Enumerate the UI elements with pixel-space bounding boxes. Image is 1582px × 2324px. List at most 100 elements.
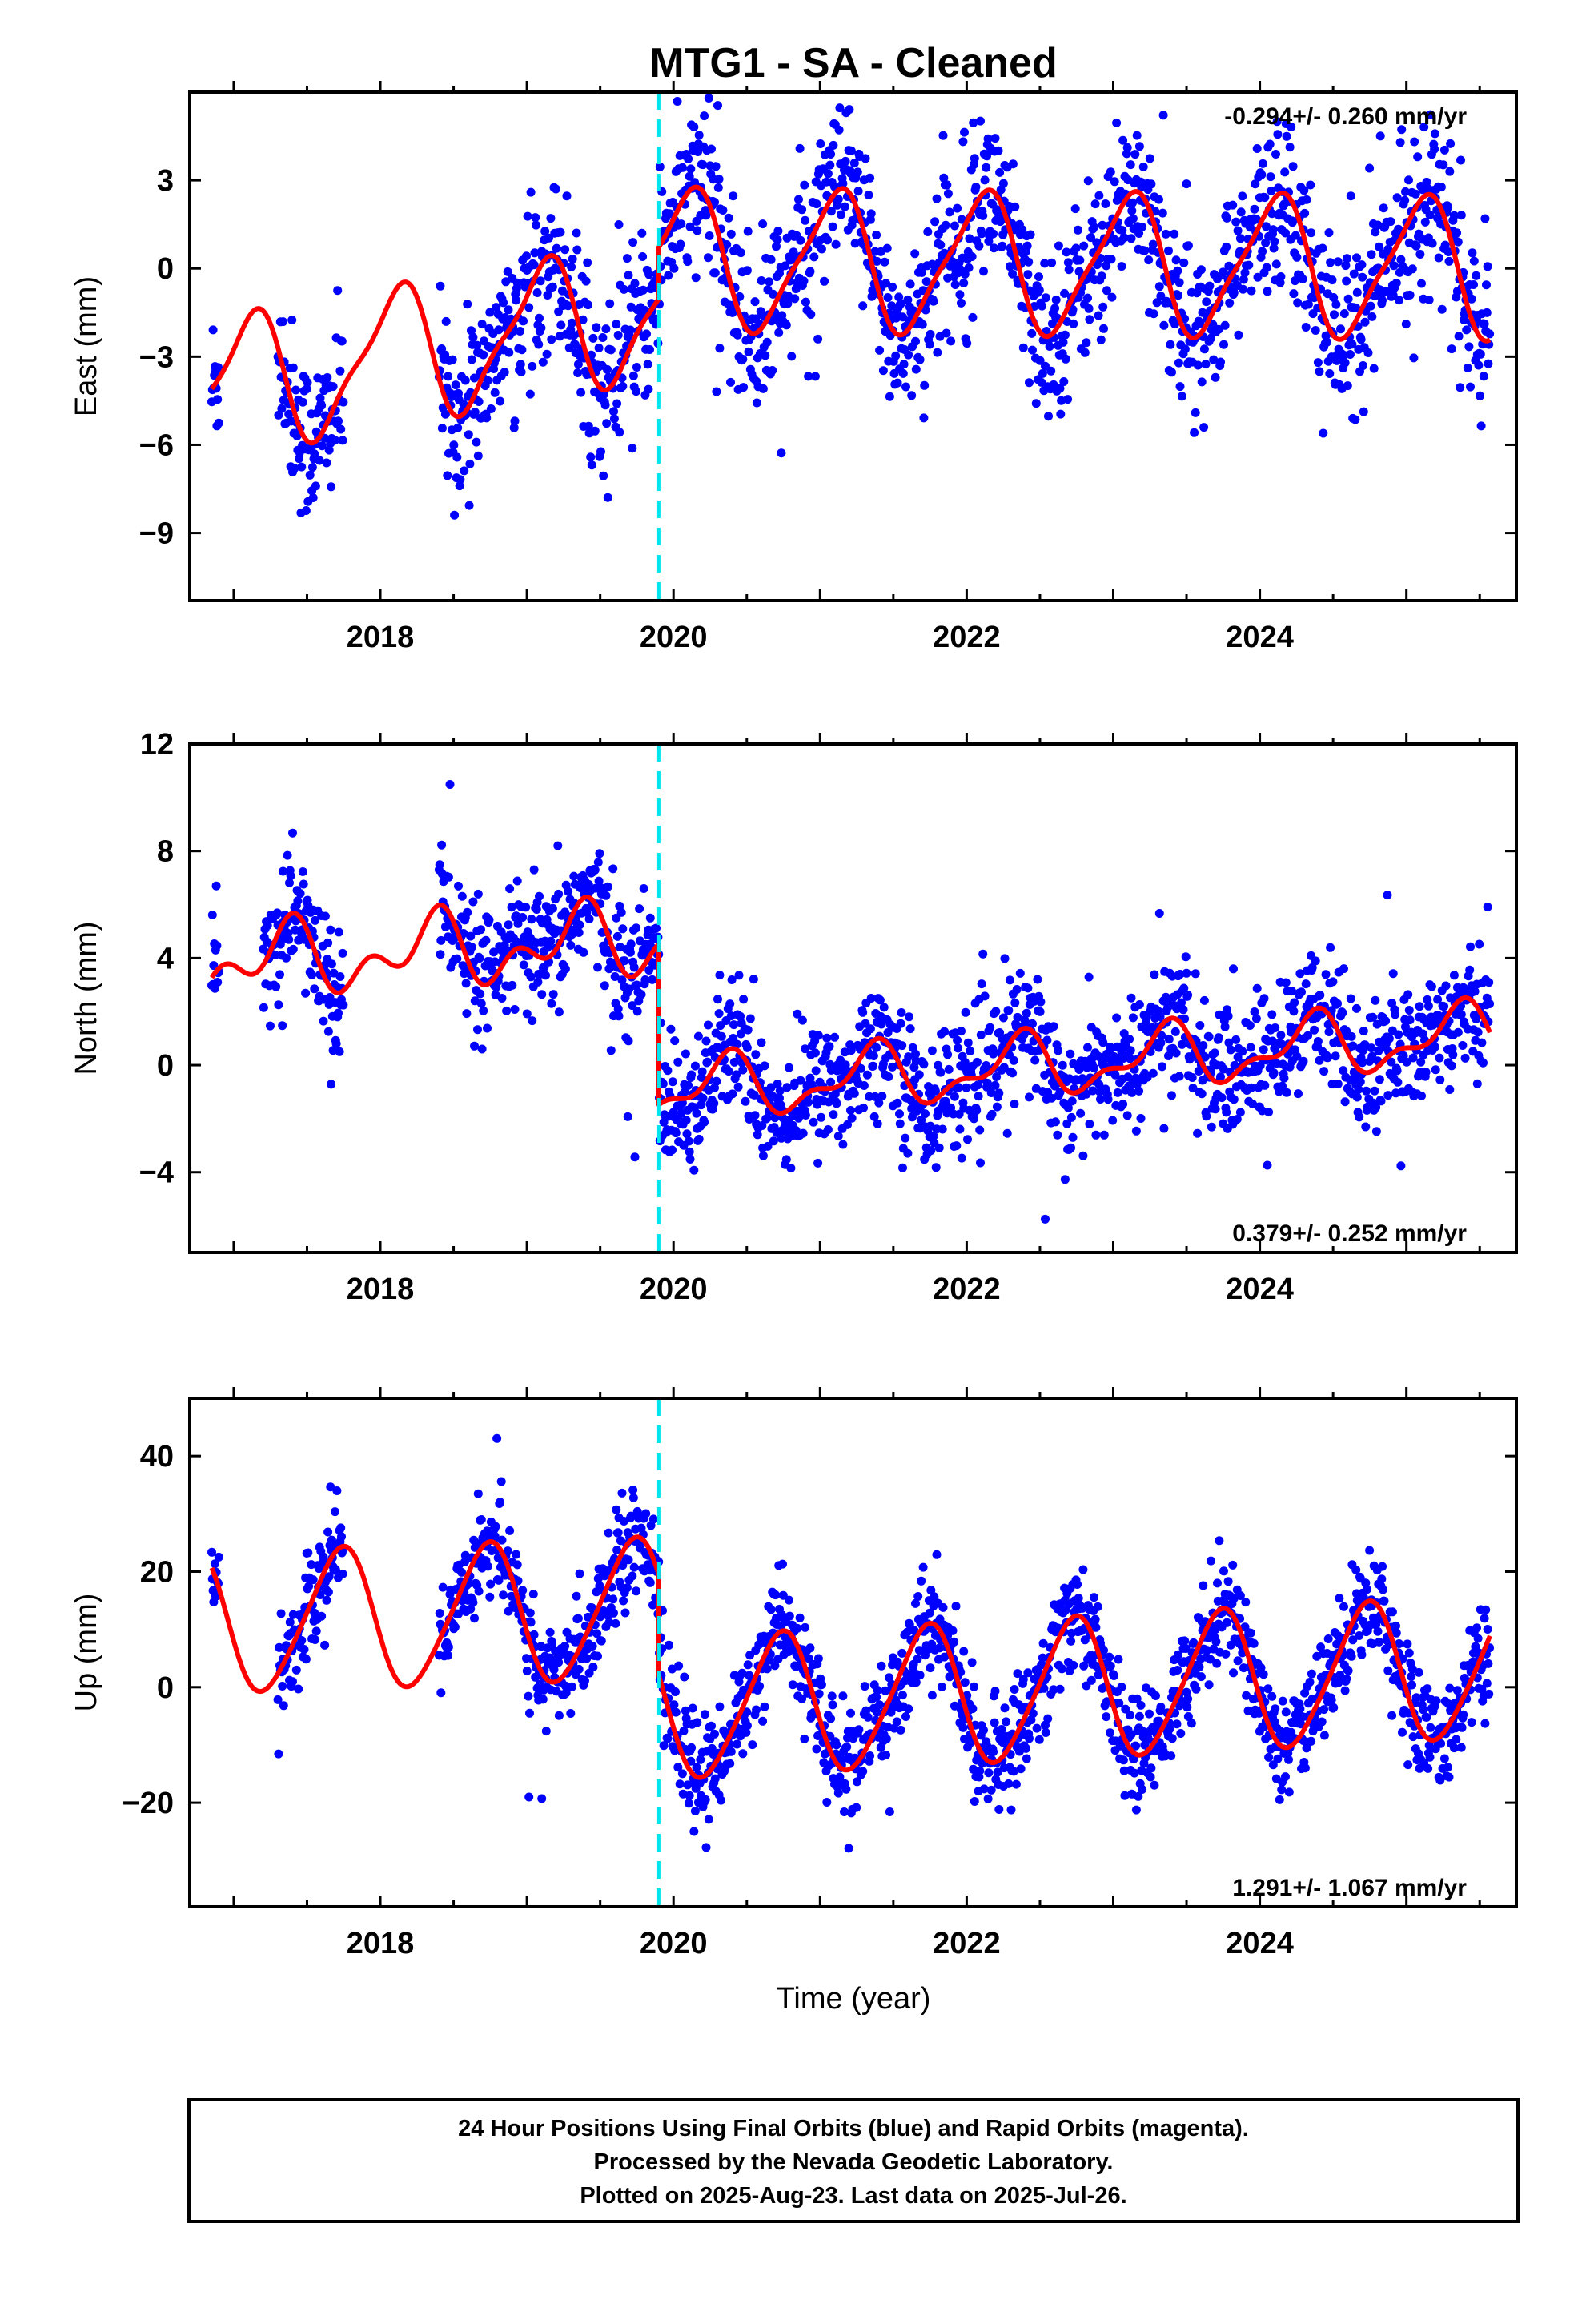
data-point <box>671 1707 681 1717</box>
data-point <box>299 879 308 889</box>
data-point <box>1376 1096 1386 1106</box>
data-point <box>742 1707 752 1717</box>
data-point <box>1427 239 1437 248</box>
data-point <box>526 1618 536 1627</box>
data-point <box>893 378 902 388</box>
data-point <box>1239 275 1248 284</box>
data-point <box>953 203 962 213</box>
data-point <box>872 256 881 266</box>
data-point <box>598 333 608 342</box>
data-point <box>872 1043 881 1052</box>
data-point <box>733 1082 743 1092</box>
data-point <box>207 1547 216 1557</box>
data-point <box>1149 309 1158 319</box>
data-point <box>892 1717 901 1727</box>
data-point <box>496 1498 505 1507</box>
data-point <box>1285 143 1295 152</box>
data-point <box>1195 1021 1205 1030</box>
data-point <box>553 841 563 850</box>
data-point <box>1472 271 1481 280</box>
data-point <box>1211 372 1220 382</box>
data-point <box>1170 229 1179 239</box>
data-point <box>671 1687 680 1696</box>
data-point <box>1148 239 1158 249</box>
data-point <box>1117 262 1126 271</box>
data-point <box>917 1576 926 1586</box>
data-point <box>865 173 875 183</box>
data-point <box>561 1688 571 1698</box>
data-point <box>960 127 969 137</box>
data-point <box>642 329 651 339</box>
data-point <box>528 1016 537 1026</box>
data-point <box>1391 278 1401 287</box>
data-point <box>1038 368 1047 378</box>
data-point <box>1132 1694 1142 1703</box>
data-point <box>1236 207 1246 217</box>
data-point <box>1112 118 1122 127</box>
data-point <box>782 1083 792 1092</box>
data-point <box>1313 358 1323 368</box>
data-point <box>1209 355 1219 364</box>
data-point <box>1301 979 1311 989</box>
data-point <box>292 431 302 440</box>
data-point <box>334 927 343 937</box>
data-point <box>1375 242 1384 251</box>
data-point <box>687 1743 697 1752</box>
data-point <box>838 179 848 188</box>
data-point <box>1247 286 1256 296</box>
data-point <box>1215 1536 1224 1546</box>
data-point <box>1193 1128 1203 1138</box>
data-point <box>1219 1566 1228 1576</box>
data-point <box>1328 977 1338 987</box>
data-point <box>504 305 513 315</box>
data-point <box>866 209 876 219</box>
data-point <box>1409 353 1419 363</box>
data-point <box>715 344 725 353</box>
data-point <box>288 363 298 372</box>
data-point <box>813 334 823 344</box>
data-point <box>1250 1007 1259 1016</box>
data-point <box>1340 358 1350 368</box>
data-point <box>1032 1723 1042 1733</box>
data-point <box>873 1119 882 1128</box>
data-point <box>573 360 583 369</box>
data-point <box>1191 1684 1201 1694</box>
data-point <box>560 964 570 974</box>
data-point <box>1371 227 1380 237</box>
data-point <box>1352 1092 1362 1102</box>
data-point <box>1068 1132 1078 1142</box>
data-point <box>1278 1081 1287 1091</box>
data-point <box>915 1671 925 1680</box>
data-point <box>1005 262 1014 271</box>
data-point <box>1352 253 1361 263</box>
data-point <box>490 1531 500 1541</box>
data-point <box>666 1024 676 1034</box>
data-point <box>979 267 988 276</box>
data-point <box>464 430 473 440</box>
data-point <box>1368 1012 1378 1022</box>
data-point <box>932 194 942 203</box>
data-point <box>618 381 628 391</box>
data-point <box>888 282 897 292</box>
data-point <box>787 352 797 361</box>
data-point <box>724 1067 733 1076</box>
data-point <box>512 296 521 305</box>
data-point <box>554 1658 564 1667</box>
data-point <box>1452 228 1462 238</box>
data-point <box>1483 903 1492 911</box>
data-point <box>327 1080 336 1089</box>
data-point <box>1395 138 1405 147</box>
data-point <box>964 263 974 272</box>
data-point <box>817 1112 826 1122</box>
data-point <box>1125 1035 1134 1044</box>
data-point <box>1289 1007 1299 1016</box>
data-point <box>460 466 469 476</box>
data-point <box>628 1571 637 1581</box>
data-point <box>794 1113 803 1123</box>
data-point <box>978 211 988 220</box>
data-point <box>1217 1093 1227 1103</box>
data-point <box>898 312 907 322</box>
data-point <box>486 1579 496 1589</box>
data-point <box>593 963 602 972</box>
data-point <box>1301 323 1311 332</box>
